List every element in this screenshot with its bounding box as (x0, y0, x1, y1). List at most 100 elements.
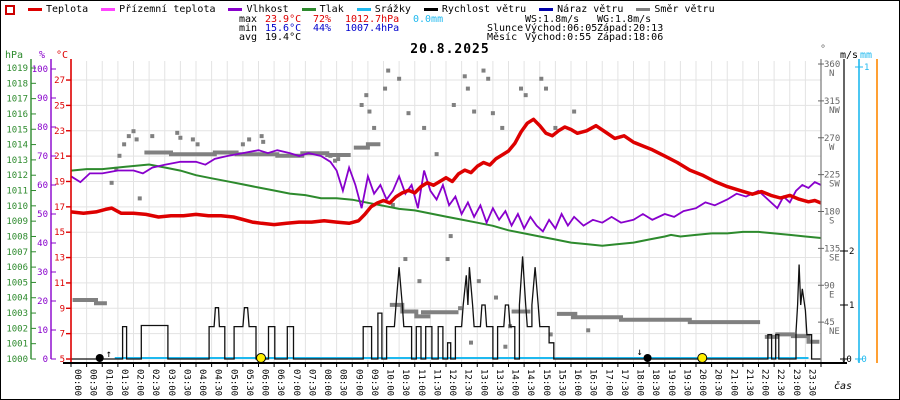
series-wind-speed (71, 256, 821, 360)
min-pressure: 1007.4hPa (345, 23, 400, 34)
sun-label: Slunce (487, 23, 524, 34)
percent-tick-label: 70 (37, 152, 48, 162)
percent-axis-title: % (39, 50, 45, 61)
time-tick-label: 01:30 (119, 369, 129, 396)
percent-tick-label: 80 (37, 123, 48, 133)
ms-tick-label: ↓0 (841, 355, 852, 365)
series-humidity (70, 149, 822, 233)
avg-label: avg (239, 32, 258, 43)
time-tick-label: 18:00 (635, 369, 645, 396)
percent-tick-label: 60 (37, 181, 48, 191)
time-tick-label: 15:30 (556, 369, 566, 396)
time-tick-label: 14:30 (525, 369, 535, 396)
percent-tick-label: 90 (37, 94, 48, 104)
time-tick-label: 08:30 (338, 369, 348, 396)
hpa-tick-label: 1007 (6, 248, 28, 258)
legend-item-prizemni-teplota: Přízemní teplota (101, 4, 215, 15)
max-label: max (239, 14, 258, 25)
compass-tick-label: SW (829, 180, 840, 190)
sunset-dot-icon (697, 353, 708, 363)
legend-label: Tlak (319, 4, 344, 15)
time-tick-label: 09:30 (369, 369, 379, 396)
legend-label: Přízemní teplota (119, 4, 216, 15)
legend-label: Teplota (46, 4, 89, 15)
compass-tick-label: N (829, 69, 834, 79)
time-tick-label: 16:00 (572, 369, 582, 396)
time-tick-label: 04:30 (213, 369, 223, 396)
wind-speed-stat: WS:1.8m/s (525, 14, 580, 25)
legend-item-naraz-vetru: Náraz větru (539, 4, 623, 15)
time-tick-label: 11:00 (416, 369, 426, 396)
time-axis: 00:00 00:30 01:00 01:30 02:00 02:30 03:00 03:30… (63, 362, 847, 396)
celsius-tick-label: 17 (54, 203, 65, 213)
max-pressure: 1012.7hPa (345, 14, 400, 25)
legend-label: Vlhkost (246, 4, 289, 15)
time-tick-label: 21:30 (744, 369, 754, 396)
time-axis-title: čas (834, 380, 852, 392)
moon-row: Měsíc Východ:0:55 Západ:18:06 (487, 33, 669, 43)
min-humidity: 44% (313, 23, 332, 34)
degree-tick-label: 315 (824, 97, 840, 107)
legend-label: Rychlost větru (441, 4, 527, 15)
degree-tick-label: 180 (824, 208, 840, 218)
time-tick-label: 17:30 (619, 369, 629, 396)
time-tick-label: 16:30 (588, 369, 598, 396)
legend-item-tlak: Tlak (301, 4, 344, 15)
time-tick-label: 21:00 (728, 369, 738, 396)
max-temp: 23.9°C (265, 14, 302, 25)
stats-sun-moon-wind: WS:1.8m/s WG:1.8m/s Slunce Východ:06:05Záp… (487, 14, 669, 43)
hpa-tick-label: 1010 (6, 202, 28, 212)
smer-vetru-line-swatch-icon (636, 8, 651, 11)
time-tick-label: 11:30 (431, 369, 441, 396)
sunrise-dot-icon (256, 353, 266, 363)
wind-stats-row: WS:1.8m/s WG:1.8m/s (487, 14, 669, 25)
axis-headers: hPa% °C ° m/s mm čas (5, 44, 872, 392)
hpa-tick-label: 1017 (6, 95, 28, 105)
moonrise-up-arrow-icon: ↑ (106, 349, 112, 360)
tlak-line-swatch-icon (301, 8, 316, 11)
stats-min-row: min 15.6°C 44% 1007.4hPa (239, 23, 443, 34)
celsius-tick-label: 15 (54, 228, 65, 238)
hpa-tick-label: 1012 (6, 171, 28, 181)
time-tick-label: 03:30 (181, 369, 191, 396)
time-tick-label: 23:00 (791, 369, 801, 396)
time-tick-label: 05:00 (228, 369, 238, 396)
celsius-axis-title: °C (56, 50, 68, 61)
time-tick-label: 07:30 (306, 369, 316, 396)
mm-tick-label: ↓0 (856, 355, 867, 365)
avg-temp: 19.4°C (265, 32, 302, 43)
hpa-tick-label: 1000 (6, 355, 28, 365)
hpa-tick-label: 1001 (6, 340, 28, 350)
time-tick-label: 01:00 (103, 369, 113, 396)
celsius-tick-label: 9 (60, 304, 65, 314)
legend-label: Srážky (374, 4, 411, 15)
time-tick-label: 03:00 (166, 369, 176, 396)
time-tick-label: 00:00 (72, 369, 82, 396)
time-tick-label: 22:00 (760, 369, 770, 396)
legend-marker-box-icon (5, 4, 15, 15)
srazky-line-swatch-icon (356, 8, 371, 11)
compass-tick-label: S (829, 217, 834, 227)
time-tick-label: 10:30 (400, 369, 410, 396)
hpa-tick-label: 1016 (6, 110, 28, 120)
degree-tick-label: 90 (824, 281, 835, 291)
time-tick-label: 20:00 (697, 369, 707, 396)
sunset-time: Západ:20:13 (597, 23, 664, 34)
vlhkost-line-swatch-icon (228, 8, 243, 11)
hpa-tick-label: 1015 (6, 125, 28, 135)
legend-item-teplota: Teplota (28, 4, 88, 15)
legend-item-smer-vetru: Směr větru (636, 4, 715, 15)
hpa-tick-label: 1019 (6, 64, 28, 74)
ms-tick-label: 1 (849, 301, 854, 311)
celsius-tick-label: 27 (54, 76, 65, 86)
time-tick-label: 15:00 (541, 369, 551, 396)
time-tick-label: 18:30 (650, 369, 660, 396)
stats-minmax: max 23.9°C 72% 1012.7hPa 0.0mm min 15.6°C 44% 1… (239, 14, 443, 43)
time-tick-label: 06:30 (275, 369, 285, 396)
hpa-tick-label: 1002 (6, 324, 28, 334)
degree-tick-label: 360 (824, 60, 840, 70)
series-temperature (70, 117, 822, 227)
chart-date-title: 20.8.2025 (410, 42, 490, 57)
compass-tick-label: E (829, 290, 834, 300)
